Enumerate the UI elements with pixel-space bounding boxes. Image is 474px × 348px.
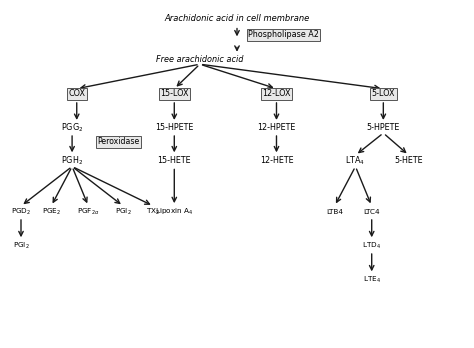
Text: PGD$_2$: PGD$_2$ (11, 206, 31, 216)
Text: PGE$_2$: PGE$_2$ (42, 206, 61, 216)
Text: LTE$_4$: LTE$_4$ (363, 275, 381, 285)
Text: PGI$_2$: PGI$_2$ (13, 240, 29, 251)
Text: LTC4: LTC4 (364, 208, 380, 214)
Text: LTB4: LTB4 (326, 208, 343, 214)
Text: 12-HETE: 12-HETE (260, 156, 293, 165)
Text: Lipoxin A$_4$: Lipoxin A$_4$ (155, 206, 193, 216)
Text: 12-HPETE: 12-HPETE (257, 124, 296, 133)
Text: 15-LOX: 15-LOX (160, 89, 189, 98)
Text: COX: COX (68, 89, 85, 98)
Text: 15-HETE: 15-HETE (157, 156, 191, 165)
Text: TX$_2$: TX$_2$ (146, 206, 160, 216)
Text: PGI$_2$: PGI$_2$ (115, 206, 132, 216)
Text: PGG$_2$: PGG$_2$ (61, 122, 83, 134)
Text: LTD$_4$: LTD$_4$ (362, 240, 381, 251)
Text: 5-HPETE: 5-HPETE (366, 124, 400, 133)
Text: Peroxidase: Peroxidase (98, 137, 140, 146)
Text: 5-HETE: 5-HETE (394, 156, 423, 165)
Text: Arachidonic acid in cell membrane: Arachidonic acid in cell membrane (164, 14, 310, 23)
Text: Free arachidonic acid: Free arachidonic acid (156, 55, 244, 64)
Text: 12-LOX: 12-LOX (262, 89, 291, 98)
Text: 5-LOX: 5-LOX (372, 89, 395, 98)
Text: Phospholipase A2: Phospholipase A2 (248, 30, 319, 39)
Text: LTA$_4$: LTA$_4$ (346, 154, 365, 167)
Text: PGH$_2$: PGH$_2$ (61, 154, 83, 167)
Text: 15-HPETE: 15-HPETE (155, 124, 193, 133)
Text: PGF$_{2\alpha}$: PGF$_{2\alpha}$ (77, 206, 100, 216)
